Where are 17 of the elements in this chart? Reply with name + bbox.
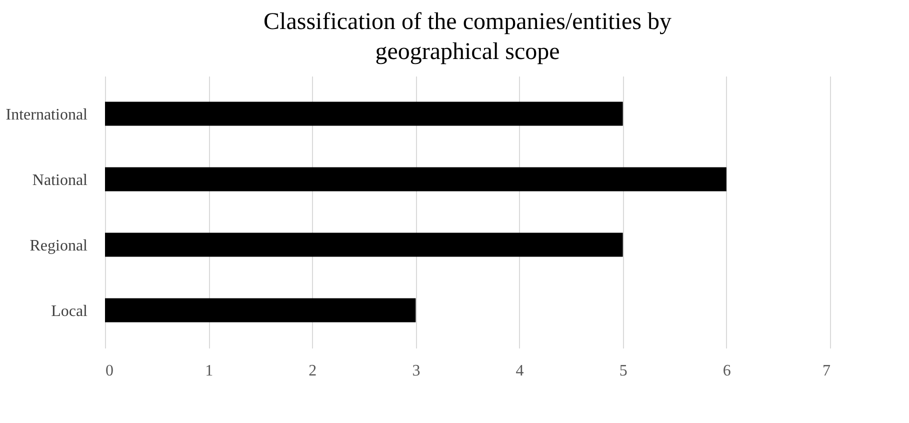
x-tick-label: 0 bbox=[106, 362, 114, 380]
x-tick-label: 5 bbox=[619, 362, 628, 380]
y-tick-label: Local bbox=[51, 302, 88, 320]
bar bbox=[105, 232, 623, 257]
y-tick-label: National bbox=[32, 172, 88, 189]
x-tick-label: 2 bbox=[308, 362, 317, 380]
x-tick-label: 3 bbox=[412, 362, 420, 380]
bar bbox=[105, 102, 623, 126]
chart-title: Classification of the companies/entities by geographical scope bbox=[264, 9, 672, 65]
x-tick-label: 6 bbox=[722, 362, 731, 380]
bar bbox=[105, 298, 416, 322]
y-tick-label: International bbox=[6, 106, 88, 124]
y-tick-label: Regional bbox=[30, 237, 88, 254]
bar bbox=[105, 167, 726, 192]
x-tick-label: 7 bbox=[822, 362, 830, 380]
x-tick-label: 4 bbox=[516, 362, 524, 380]
x-tick-label: 1 bbox=[205, 362, 214, 380]
